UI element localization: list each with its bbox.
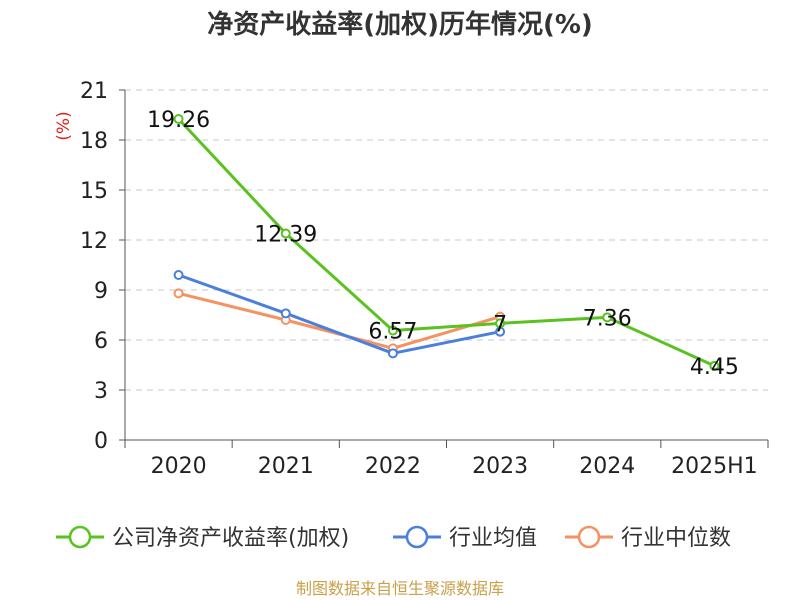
- legend-item[interactable]: 行业均值: [393, 525, 537, 551]
- y-tick-label: 3: [94, 379, 108, 404]
- legend[interactable]: 公司净资产收益率(加权) 行业均值 行业中位数: [56, 525, 731, 551]
- series-point[interactable]: [709, 360, 720, 371]
- y-tick-label: 9: [94, 279, 108, 304]
- chart-title: 净资产收益率(加权)历年情况(%): [207, 9, 593, 40]
- series-point[interactable]: [387, 325, 398, 336]
- y-tick-label: 21: [80, 79, 108, 104]
- y-axis: 0 3 6 9 12 15 18 21: [80, 79, 126, 454]
- series-point[interactable]: [173, 288, 184, 299]
- data-labels: 19.26 12.39 6.57 7 7.36 4.45: [147, 108, 739, 380]
- y-axis-unit-label: (%): [54, 111, 74, 140]
- source-footer: 制图数据来自恒生聚源数据库: [296, 579, 504, 598]
- data-label: 7: [493, 312, 507, 337]
- x-tick-label: 2022: [365, 454, 421, 479]
- data-label: 7.36: [583, 306, 632, 331]
- x-tick-label: 2021: [258, 454, 314, 479]
- series-point[interactable]: [173, 270, 184, 280]
- y-tick-label: 0: [94, 429, 108, 454]
- series-point[interactable]: [602, 312, 613, 323]
- data-label: 19.26: [147, 108, 210, 133]
- y-tick-label: 6: [94, 329, 108, 354]
- series-line: [178, 273, 501, 355]
- x-tick-label: 2024: [579, 454, 635, 479]
- y-tick-label: 15: [80, 179, 108, 204]
- legend-item[interactable]: 行业中位数: [565, 525, 731, 551]
- legend-label: 行业中位数: [621, 526, 731, 551]
- series-point[interactable]: [387, 348, 398, 359]
- legend-label: 公司净资产收益率(加权): [112, 526, 349, 551]
- data-label: 12.39: [254, 223, 317, 248]
- x-axis: 2020 2021 2022 2023 2024 2025H1: [124, 439, 769, 479]
- series-point[interactable]: [280, 308, 291, 319]
- series-line: [177, 117, 716, 368]
- legend-swatch-marker: [68, 525, 92, 549]
- x-tick-label: 2023: [472, 454, 528, 479]
- data-label: 6.57: [368, 320, 417, 345]
- x-tick-label: 2020: [151, 454, 207, 479]
- series-point[interactable]: [280, 228, 291, 239]
- series-layer: [173, 114, 720, 371]
- legend-swatch-marker: [405, 525, 429, 549]
- data-label: 4.45: [690, 355, 739, 380]
- legend-label: 行业均值: [449, 526, 537, 551]
- y-tick-label: 12: [80, 229, 108, 254]
- series-point[interactable]: [173, 114, 184, 124]
- y-tick-label: 18: [80, 129, 108, 154]
- series-point[interactable]: [495, 318, 506, 329]
- grid-lines: [125, 89, 768, 391]
- x-tick-label: 2025H1: [671, 454, 758, 479]
- legend-swatch-marker: [577, 525, 601, 549]
- legend-item[interactable]: 公司净资产收益率(加权): [56, 525, 349, 551]
